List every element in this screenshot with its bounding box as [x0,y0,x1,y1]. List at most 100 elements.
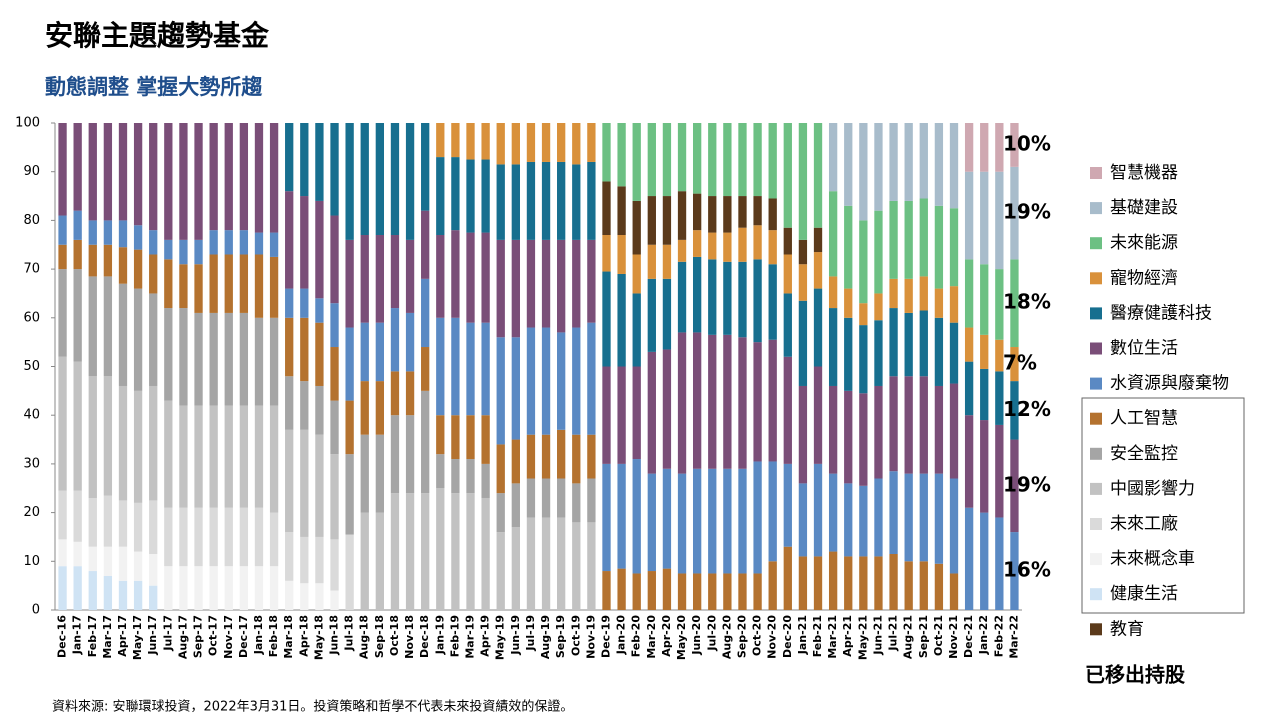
bar-segment [964,123,974,172]
bar-segment [632,200,641,255]
bar-segment [254,254,264,318]
bar-segment [768,198,777,231]
bar-segment [133,225,143,250]
bar-segment [964,507,974,610]
bar-segment [149,500,158,554]
x-tick-label: Nov-21 [947,615,960,659]
bar-segment [783,463,792,547]
bar-segment [949,573,959,610]
bar-segment [889,553,898,610]
bar-segment [118,123,128,221]
bar-segment [723,232,732,262]
bar-segment [995,371,1004,425]
bar-segment [224,312,233,406]
bar-segment [964,327,974,362]
bar-segment [194,405,203,508]
bar-segment [904,312,913,377]
bar-segment [209,507,218,567]
bar-segment [73,361,82,491]
bar-segment [164,507,173,567]
legend-label: 數位生活 [1110,339,1178,359]
bar-segment [526,123,536,162]
bar-segment [254,566,264,610]
bar-segment [919,376,928,474]
bar-segment [330,347,339,401]
bar-segment [753,342,762,462]
bar-segment [375,322,385,382]
x-tick-label: Feb-21 [811,615,824,657]
bar-segment [949,286,959,323]
bar-segment [632,123,641,201]
bar-segment [798,385,808,484]
bar-segment [541,123,551,162]
bar-segment [254,317,264,406]
bar-segment [436,317,445,416]
bar-segment [345,239,354,328]
bar-segment [164,308,173,401]
bar-segment [421,123,430,211]
legend-swatch [1090,553,1102,566]
bar-segment [587,322,596,435]
bar-segment [300,381,309,430]
bar-segment [511,439,520,484]
bar-segment [844,390,853,484]
bar-segment [149,385,158,501]
bar-segment [602,235,611,272]
x-tick-label: Jul-19 [524,615,537,652]
bar-segment [783,254,792,294]
bar-segment [541,517,551,610]
bar-segment [405,493,415,610]
bar-segment [859,556,868,610]
bar-segment [677,261,687,333]
bar-segment [179,507,188,567]
bar-segment [904,376,913,474]
bar-segment [285,123,294,192]
bar-segment [164,123,173,240]
x-tick-label: Jun-20 [690,615,703,656]
bar-segment [889,123,898,201]
bar-segment [919,198,928,277]
annotation: 18% [1003,290,1051,314]
bar-segment [300,123,309,197]
bar-segment [828,308,838,386]
bar-segment [194,566,203,610]
bar-segment [1010,439,1019,533]
bar-segment [315,434,324,537]
bar-segment [587,239,596,323]
x-tick-label: Jan-19 [433,615,446,655]
bar-segment [874,478,883,557]
bar-segment [980,264,989,335]
bar-segment [798,556,808,610]
bar-segment [436,415,445,455]
bar-segment [813,252,823,289]
bar-segment [269,566,279,610]
bar-segment [692,230,702,257]
bar-segment [980,334,989,369]
bar-segment [949,478,959,574]
bar-segment [647,244,656,279]
bar-segment [436,235,445,318]
bar-segment [662,468,672,569]
bar-segment [738,196,747,228]
bar-segment [723,261,732,335]
x-tick-label: Aug-21 [902,615,915,659]
bar-segment [209,254,218,313]
bar-segment [269,405,279,513]
bar-segment [496,532,505,610]
bar-segment [436,454,445,489]
x-tick-label: Apr-19 [479,615,492,657]
bar-segment [859,485,868,557]
bar-segment [647,473,656,572]
bar-segment [179,308,188,406]
annotation: 19% [1003,200,1051,224]
bar-segment [889,278,898,309]
bar-segment [587,478,596,523]
bar-segment [300,288,309,318]
bar-segment [300,196,309,289]
bar-segment [723,123,732,197]
legend-swatch [1090,377,1102,390]
bar-segment [224,566,233,610]
bar-segment [269,256,279,318]
bar-segment [768,339,777,462]
bar-segment [738,573,747,610]
